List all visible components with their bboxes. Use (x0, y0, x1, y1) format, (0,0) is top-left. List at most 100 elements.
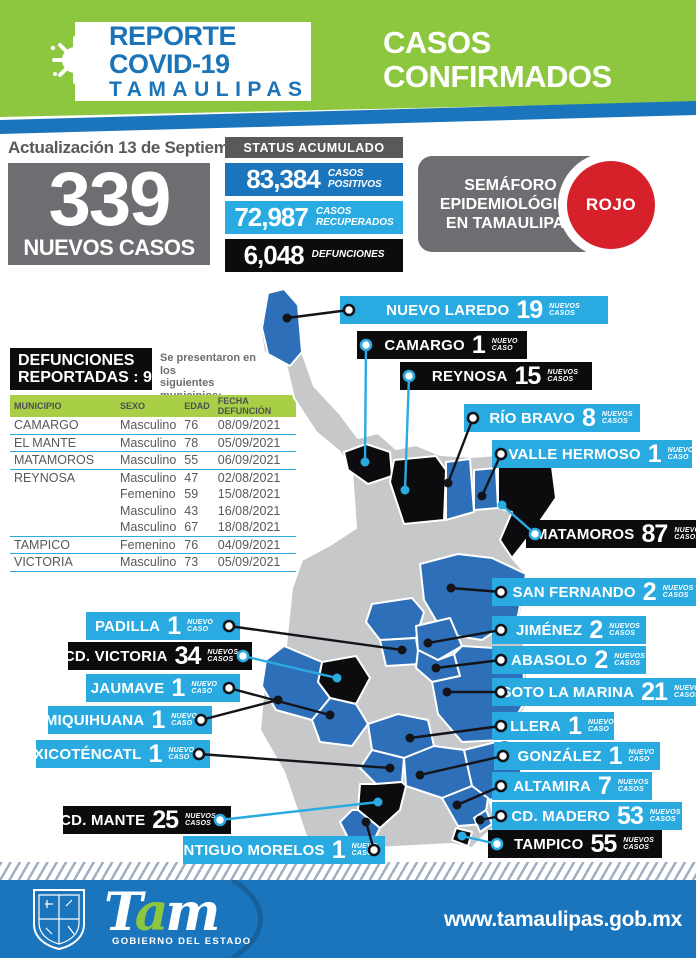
label-unit: NUEVO CASO (668, 447, 694, 462)
region-valle-hermoso (473, 467, 499, 511)
unit-line1: NUEVO (667, 446, 694, 454)
cell-sexo: Masculino (116, 451, 181, 470)
label-value: 2 (642, 578, 657, 606)
unit-line2: CASOS (601, 418, 628, 425)
label-municipality: TAMPICO (513, 835, 584, 853)
unit-line2: CASOS (662, 592, 689, 599)
col-fecha: FECHA DEFUNCIÓN (213, 395, 296, 417)
label-value: 25 (152, 806, 179, 834)
map-label-antiguo-morelos: ANTIGUO MORELOS 1 NUEVO CASO (173, 836, 385, 864)
new-cases-number: 339 (48, 157, 172, 242)
map-label-nuevo-laredo: NUEVO LAREDO 19 NUEVOS CASOS (340, 296, 608, 324)
map-label-miquihuana: MIQUIHUANA 1 NUEVO CASO (45, 706, 212, 734)
tam-logo: Tam (104, 882, 220, 943)
map-label-abasolo: ABASOLO 2 NUEVOS CASOS (492, 646, 646, 674)
table-row: EL MANTE Masculino 78 05/09/2021 (10, 434, 296, 452)
cell-municipio: MATAMOROS (10, 451, 116, 470)
label-value: 1 (647, 440, 662, 468)
deaths-subtitle-line1: Se presentaron en los (160, 352, 256, 377)
deaths-value: 6,048 (243, 240, 305, 270)
label-value: 2 (594, 646, 608, 674)
unit-line1: NUEVOS (623, 836, 655, 844)
table-row: CAMARGO Masculino 76 08/09/2021 (10, 417, 296, 435)
label-unit: NUEVO CASO (492, 338, 518, 353)
unit-line2: CASOS (207, 656, 234, 663)
label-municipality: GONZÁLEZ (517, 747, 602, 765)
cell-fecha: 18/08/2021 (213, 519, 296, 537)
label-unit: NUEVO CASO (168, 747, 194, 762)
unit-line2: CASOS (674, 534, 696, 541)
cell-fecha: 05/09/2021 (213, 553, 296, 572)
unit-line2: CASOS (649, 816, 676, 823)
positive-label-line1: CASOS (327, 168, 364, 179)
label-value: 53 (617, 802, 644, 830)
deaths-reported-title: DEFUNCIONES REPORTADAS : 9 (10, 348, 152, 390)
label-value: 1 (471, 331, 486, 359)
map-label-cd-victoria: CD. VICTORIA 34 NUEVOS CASOS (64, 642, 252, 670)
unit-line2: CASOS (185, 820, 211, 827)
unit-line2: CASO (168, 754, 190, 761)
report-title: REPORTE COVID-19 (109, 20, 237, 79)
unit-line1: NUEVO (171, 712, 198, 720)
label-value: 7 (598, 772, 612, 800)
deaths-table-header-row: MUNICIPIO SEXO EDAD FECHA DEFUNCIÓN (10, 395, 296, 417)
cell-edad: 78 (180, 434, 214, 452)
label-municipality: PADILLA (94, 617, 161, 635)
label-municipality: CD. VICTORIA (63, 647, 168, 665)
cell-edad: 73 (180, 553, 214, 572)
deaths-title-line2: REPORTADAS : 9 (18, 369, 152, 386)
positive-cases-value: 83,384 (246, 164, 321, 194)
label-value: 21 (641, 678, 668, 706)
unit-line1: NUEVO (588, 718, 614, 726)
cell-municipio: TAMPICO (10, 536, 116, 554)
semaforo-status-badge: ROJO (567, 161, 655, 249)
table-row: VICTORIA Masculino 73 05/09/2021 (10, 553, 296, 572)
label-value: 2 (589, 616, 603, 644)
new-cases-label: NUEVOS CASOS (23, 235, 195, 260)
map-label-cd-madero: CD. MADERO 53 NUEVOS CASOS (492, 802, 682, 830)
deaths-label: DEFUNCIONES (312, 250, 385, 261)
unit-line1: NUEVOS (609, 622, 641, 630)
unit-line2: CASO (491, 345, 513, 352)
report-title-box: REPORTE COVID-19 TAMAULIPAS (75, 22, 311, 101)
unit-line1: NUEVOS (662, 584, 694, 592)
unit-line1: NUEVOS (614, 652, 646, 660)
region-rio-bravo (445, 458, 475, 521)
logo-letter-t: T (104, 882, 138, 943)
label-unit: NUEVO CASO (629, 749, 655, 764)
region-nuevo-laredo (261, 288, 303, 367)
map-label-san-fernando: SAN FERNANDO 2 NUEVOS CASOS (492, 578, 696, 606)
logo-letter-m: m (165, 882, 220, 943)
unit-line2: CASO (667, 454, 689, 461)
table-row: Femenino 59 15/08/2021 (10, 486, 296, 503)
label-unit: NUEVO CASO (171, 713, 197, 728)
label-municipality: CD. MANTE (60, 811, 146, 829)
unit-line2: CASOS (623, 844, 650, 851)
cell-edad: 55 (180, 451, 214, 470)
label-value: 55 (590, 830, 617, 858)
unit-line2: CASO (351, 850, 373, 857)
table-row: TAMPICO Femenino 76 04/09/2021 (10, 536, 296, 554)
cell-sexo: Masculino (116, 434, 181, 452)
unit-line1: NUEVO (628, 748, 655, 756)
cell-sexo: Masculino (116, 519, 181, 537)
status-header: STATUS ACUMULADO (225, 137, 403, 158)
unit-line1: NUEVO (191, 680, 218, 688)
cell-sexo: Masculino (120, 503, 177, 518)
unit-line1: NUEVOS (207, 648, 239, 656)
map-label-llera: LLERA 1 NUEVO CASO (492, 712, 614, 740)
recovered-cases-label: CASOS RECUPERADOS (316, 206, 394, 228)
label-value: 1 (151, 706, 165, 734)
cell-fecha: 06/09/2021 (213, 451, 296, 470)
unit-line2: CASO (191, 688, 213, 695)
unit-line2: CASOS (614, 660, 641, 667)
unit-line1: NUEVO (187, 618, 214, 626)
